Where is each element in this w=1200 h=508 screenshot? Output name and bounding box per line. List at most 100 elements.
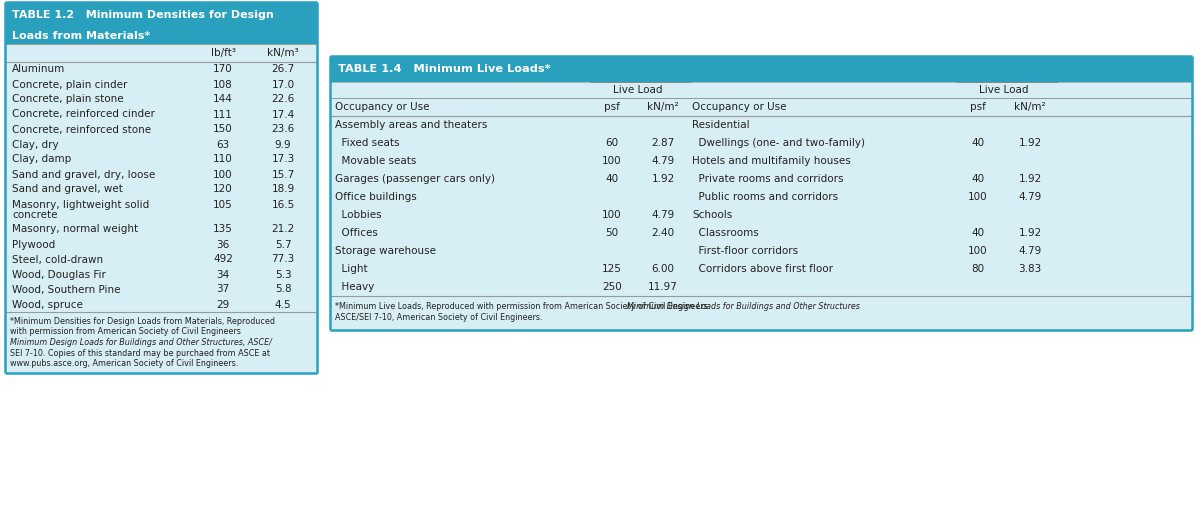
Bar bbox=[330, 116, 1192, 134]
Bar bbox=[5, 267, 317, 282]
Text: Concrete, plain stone: Concrete, plain stone bbox=[12, 94, 124, 105]
Text: 2.40: 2.40 bbox=[652, 228, 674, 238]
Text: 40: 40 bbox=[972, 228, 984, 238]
Bar bbox=[330, 82, 1192, 98]
Text: Plywood: Plywood bbox=[12, 239, 55, 249]
Text: Wood, Douglas Fir: Wood, Douglas Fir bbox=[12, 270, 106, 279]
Text: Live Load: Live Load bbox=[979, 85, 1028, 95]
Text: with permission from American Society of Civil Engineers: with permission from American Society of… bbox=[10, 328, 241, 336]
Text: Occupancy or Use: Occupancy or Use bbox=[692, 102, 786, 112]
Bar bbox=[5, 2, 317, 44]
Text: TABLE 1.4   Minimum Live Loads*: TABLE 1.4 Minimum Live Loads* bbox=[338, 64, 551, 74]
Text: 26.7: 26.7 bbox=[271, 65, 295, 75]
Text: 4.79: 4.79 bbox=[652, 210, 674, 220]
Text: Offices: Offices bbox=[335, 228, 378, 238]
Text: 170: 170 bbox=[214, 65, 233, 75]
Text: Occupancy or Use: Occupancy or Use bbox=[335, 102, 430, 112]
Text: 34: 34 bbox=[216, 270, 229, 279]
Text: 100: 100 bbox=[214, 170, 233, 179]
Text: Minimum Design Loads for Buildings and Other Structures, ASCE/: Minimum Design Loads for Buildings and O… bbox=[10, 338, 272, 347]
Text: 3.83: 3.83 bbox=[1019, 264, 1042, 274]
Text: Concrete, plain cinder: Concrete, plain cinder bbox=[12, 79, 127, 89]
Text: Wood, Southern Pine: Wood, Southern Pine bbox=[12, 284, 120, 295]
Text: 108: 108 bbox=[214, 79, 233, 89]
Text: 29: 29 bbox=[216, 300, 229, 309]
Text: 17.4: 17.4 bbox=[271, 110, 295, 119]
Bar bbox=[5, 252, 317, 267]
Text: *Minimum Densities for Design Loads from Materials, Reproduced: *Minimum Densities for Design Loads from… bbox=[10, 317, 275, 326]
Text: Hotels and multifamily houses: Hotels and multifamily houses bbox=[692, 156, 851, 166]
Bar bbox=[5, 312, 317, 372]
Text: 1.92: 1.92 bbox=[1019, 138, 1042, 148]
Text: Office buildings: Office buildings bbox=[335, 192, 416, 202]
Text: 100: 100 bbox=[602, 210, 622, 220]
Text: Movable seats: Movable seats bbox=[335, 156, 416, 166]
Text: 111: 111 bbox=[214, 110, 233, 119]
Text: 18.9: 18.9 bbox=[271, 184, 295, 195]
Text: 40: 40 bbox=[606, 174, 618, 184]
Text: 4.79: 4.79 bbox=[1019, 246, 1042, 256]
Bar bbox=[330, 152, 1192, 170]
Text: 5.8: 5.8 bbox=[275, 284, 292, 295]
Text: SEI 7-10. Copies of this standard may be purchaed from ASCE at: SEI 7-10. Copies of this standard may be… bbox=[10, 348, 270, 358]
Bar bbox=[330, 134, 1192, 152]
Bar bbox=[5, 167, 317, 182]
Text: 5.7: 5.7 bbox=[275, 239, 292, 249]
Text: 4.79: 4.79 bbox=[1019, 192, 1042, 202]
Text: 17.0: 17.0 bbox=[271, 79, 294, 89]
Text: 80: 80 bbox=[972, 264, 984, 274]
Text: 144: 144 bbox=[214, 94, 233, 105]
Text: 135: 135 bbox=[214, 225, 233, 235]
Bar bbox=[5, 237, 317, 252]
Text: 120: 120 bbox=[214, 184, 233, 195]
Text: concrete: concrete bbox=[12, 210, 58, 220]
Text: Garages (passenger cars only): Garages (passenger cars only) bbox=[335, 174, 496, 184]
Text: Live Load: Live Load bbox=[613, 85, 662, 95]
Bar bbox=[330, 242, 1192, 260]
Bar bbox=[330, 98, 1192, 116]
Text: First-floor corridors: First-floor corridors bbox=[692, 246, 798, 256]
Bar bbox=[330, 56, 1192, 82]
Text: 17.3: 17.3 bbox=[271, 154, 295, 165]
Text: *Minimum Live Loads, Reproduced with permission from American Society of Civil E: *Minimum Live Loads, Reproduced with per… bbox=[335, 302, 710, 311]
Text: 105: 105 bbox=[214, 200, 233, 209]
Text: 125: 125 bbox=[602, 264, 622, 274]
Text: 5.3: 5.3 bbox=[275, 270, 292, 279]
Bar bbox=[5, 122, 317, 137]
Text: TABLE 1.2   Minimum Densities for Design: TABLE 1.2 Minimum Densities for Design bbox=[12, 10, 274, 20]
Text: Loads from Materials*: Loads from Materials* bbox=[12, 31, 150, 41]
Text: 100: 100 bbox=[968, 246, 988, 256]
Text: 40: 40 bbox=[972, 138, 984, 148]
Bar bbox=[330, 260, 1192, 278]
Bar bbox=[5, 137, 317, 152]
Bar bbox=[5, 152, 317, 167]
Text: ,: , bbox=[808, 302, 810, 311]
Text: Public rooms and corridors: Public rooms and corridors bbox=[692, 192, 838, 202]
Text: 60: 60 bbox=[606, 138, 618, 148]
Text: Steel, cold-drawn: Steel, cold-drawn bbox=[12, 255, 103, 265]
Text: 77.3: 77.3 bbox=[271, 255, 295, 265]
Text: 16.5: 16.5 bbox=[271, 200, 295, 209]
Text: 1.92: 1.92 bbox=[1019, 228, 1042, 238]
Text: Schools: Schools bbox=[692, 210, 732, 220]
Bar bbox=[330, 224, 1192, 242]
Text: Masonry, lightweight solid: Masonry, lightweight solid bbox=[12, 200, 149, 209]
Text: Corridors above first floor: Corridors above first floor bbox=[692, 264, 833, 274]
Text: Aluminum: Aluminum bbox=[12, 65, 65, 75]
Text: ASCE/SEI 7-10, American Society of Civil Engineers.: ASCE/SEI 7-10, American Society of Civil… bbox=[335, 313, 542, 322]
Text: lb/ft³: lb/ft³ bbox=[210, 48, 235, 58]
Text: 100: 100 bbox=[968, 192, 988, 202]
Text: psf: psf bbox=[604, 102, 620, 112]
Text: Dwellings (one- and two-family): Dwellings (one- and two-family) bbox=[692, 138, 865, 148]
Bar bbox=[330, 170, 1192, 188]
Text: Concrete, reinforced stone: Concrete, reinforced stone bbox=[12, 124, 151, 135]
Bar bbox=[5, 44, 317, 62]
Text: 11.97: 11.97 bbox=[648, 282, 678, 292]
Text: 100: 100 bbox=[602, 156, 622, 166]
Text: 36: 36 bbox=[216, 239, 229, 249]
Text: kN/m²: kN/m² bbox=[1014, 102, 1046, 112]
Text: 250: 250 bbox=[602, 282, 622, 292]
Bar bbox=[330, 206, 1192, 224]
Text: 6.00: 6.00 bbox=[652, 264, 674, 274]
Bar bbox=[5, 62, 317, 77]
